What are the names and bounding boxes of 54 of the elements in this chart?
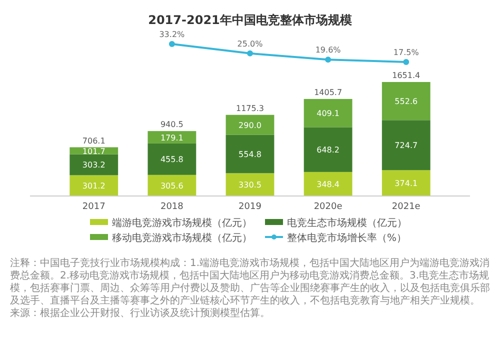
- text: 注释：中国电子竞技行业市场规模构成：1.端游电竞游戏市场规模，包括中国大陆地区用户为端游电竞游戏消费总金额。2.移动电竞游戏市场规模，包括中国大陆地区用户为移动电竞游戏消费总金额。3.电竞生态市场规模，包括赛事门票、周边、众筹等用户付费以及赞助、广告等企业围绕赛事产生的收入，以及包括电竞俱乐部及选手、直播平台及主播等赛事之外的产业链核心环节产生的收入，不包括电竞教育与地产相关产业规模。: [10, 257, 490, 306]
- data-label: 409.1: [316, 109, 340, 118]
- total-label: 940.5: [160, 120, 184, 130]
- data-label: 455.8: [160, 155, 184, 164]
- bar: [148, 131, 196, 144]
- total-label: 1405.7: [314, 88, 342, 97]
- x-tick-label: 2020e: [314, 202, 343, 212]
- data-label: 17.5%: [393, 48, 420, 57]
- data-label: 101.7: [82, 146, 106, 156]
- x-tick-label: 2019: [238, 202, 262, 212]
- source-note: 来源：根据企业公开财报、行业访谈及统计预测模型估算。: [10, 307, 270, 319]
- x-tick-label: 2017: [82, 202, 106, 212]
- legend-label: 端游电竞游戏市场规模（亿元）: [112, 217, 252, 229]
- point: [325, 56, 332, 63]
- bar: [148, 143, 196, 175]
- bar: [70, 175, 118, 196]
- legend-label: 电竞生态市场规模（亿元）: [287, 217, 407, 229]
- total-label: 1175.3: [236, 104, 264, 113]
- data-label: 25.0%: [237, 39, 264, 48]
- bar: [382, 120, 430, 170]
- chart-title: 2017-2021年中国电竞整体市场规模: [148, 13, 352, 27]
- data-label: 305.6: [160, 181, 184, 190]
- data-label: 724.7: [394, 141, 418, 150]
- data-label: 330.5: [238, 180, 262, 190]
- data-label: 348.4: [316, 180, 340, 189]
- data-label: 179.1: [160, 133, 184, 142]
- bar: [304, 172, 352, 196]
- bar: [226, 134, 274, 174]
- total-label: 1651.4: [392, 71, 420, 80]
- data-label: 303.2: [82, 160, 106, 170]
- bar: [304, 127, 352, 172]
- legend-label: 整体电竞市场增长率（%）: [287, 232, 407, 244]
- bar: [226, 114, 274, 135]
- data-label: 301.2: [82, 182, 106, 191]
- legend-label: 移动电竞游戏市场规模（亿元）: [112, 232, 252, 244]
- total-label: 706.1: [82, 136, 106, 146]
- bar: [70, 154, 118, 176]
- data-label: 554.8: [238, 150, 262, 160]
- point: [168, 41, 175, 47]
- data-label: 374.1: [394, 179, 418, 188]
- data-label: 552.6: [394, 97, 418, 106]
- bar: [304, 98, 352, 128]
- point: [247, 50, 253, 56]
- data-label: 290.0: [238, 120, 262, 130]
- bar: [226, 173, 274, 196]
- bar: [382, 170, 430, 196]
- data-label: 33.2%: [159, 30, 186, 39]
- data-label: 19.6%: [315, 46, 342, 55]
- x-tick-label: 2018: [160, 202, 184, 212]
- bar: [382, 82, 430, 120]
- x-tick-label: 2021e: [392, 202, 421, 212]
- point: [403, 59, 410, 65]
- bar: [148, 174, 196, 196]
- data-label: 648.2: [316, 146, 340, 155]
